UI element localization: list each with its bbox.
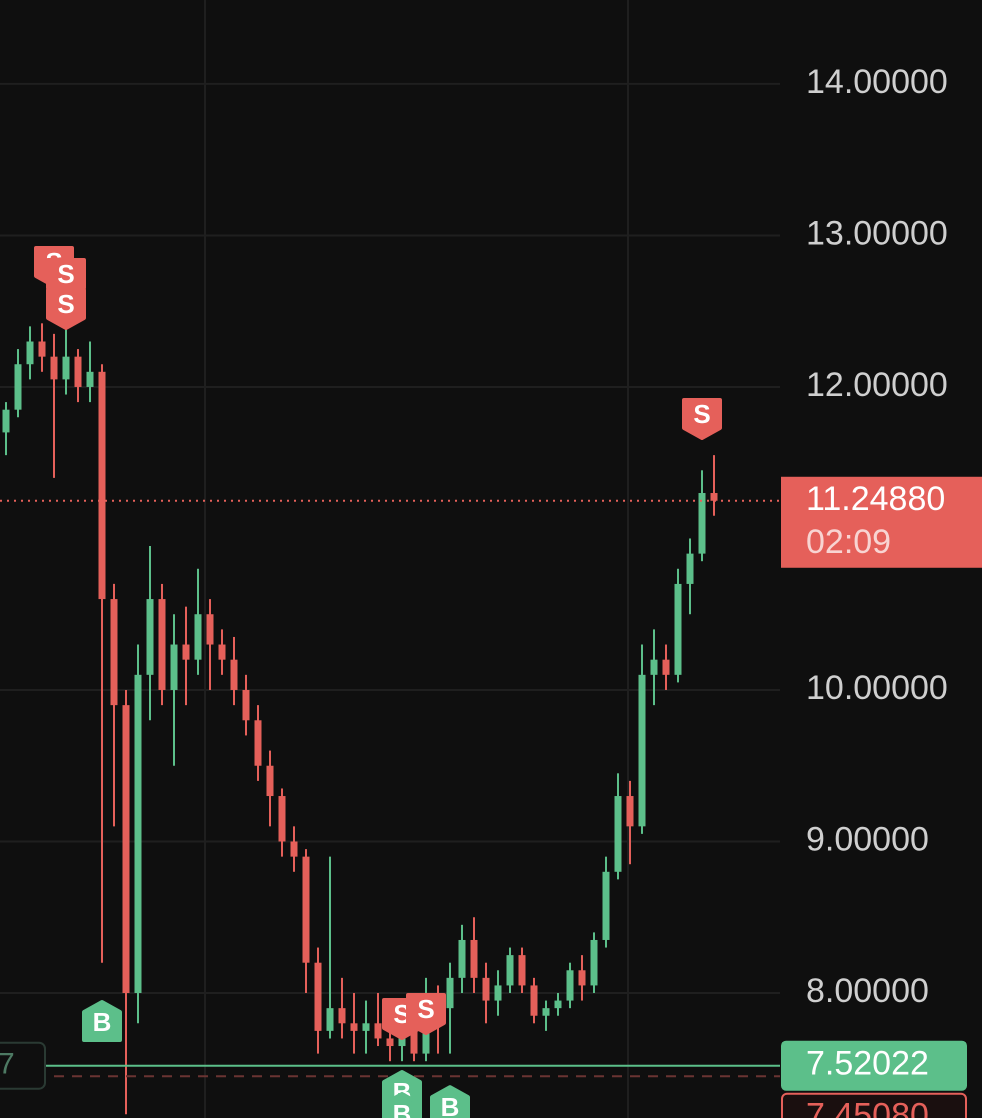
candle-body (506, 955, 514, 986)
candle-body (278, 796, 286, 842)
y-tick-label: 8.00000 (806, 972, 929, 1010)
candle-body (674, 583, 682, 675)
level-box (781, 1040, 967, 1091)
candle-body (230, 659, 238, 690)
candle-body (266, 765, 274, 797)
candle-body (590, 939, 598, 986)
candle-body (518, 955, 526, 986)
plot: 7SSSSSSBBBB (0, 246, 780, 1118)
signal-marker (46, 287, 86, 330)
candle-body (326, 1008, 334, 1031)
signal-marker (82, 999, 122, 1042)
candle-body (446, 977, 454, 1009)
signal-label: S (693, 399, 710, 429)
candle-body (146, 599, 154, 675)
signal-label: B (441, 1092, 460, 1118)
candle-body (110, 599, 118, 706)
candle-body (194, 614, 202, 660)
candle-body (374, 1023, 382, 1039)
signal-label: S (57, 289, 74, 319)
candle-body (206, 614, 214, 645)
candle-body (686, 553, 694, 584)
signal-marker (406, 992, 446, 1035)
grid (0, 82, 780, 995)
candle-body (386, 1038, 394, 1047)
y-tick-label: 12.00000 (806, 366, 948, 404)
signal-marker (382, 1091, 422, 1118)
candle-body (578, 970, 586, 986)
level-box (781, 1092, 967, 1118)
candle-body (242, 689, 250, 721)
signal-label: S (417, 994, 434, 1024)
candle-body (662, 659, 670, 675)
signal-marker (682, 397, 722, 440)
candle-body (482, 977, 490, 1001)
candle-body (314, 962, 322, 1031)
cut-label-box (0, 1041, 46, 1090)
candle-body (182, 644, 190, 660)
price-axis: 14.00000 13.00000 12.00000 10.00000 9.00000 8… (781, 63, 982, 1118)
candle-body (698, 493, 706, 554)
candle-body (302, 856, 310, 963)
candle-body (626, 796, 634, 827)
candle-body (50, 356, 58, 380)
candle-body (98, 371, 106, 600)
level-label: 7.52022 (806, 1045, 929, 1083)
candle-body (338, 1008, 346, 1024)
candle-body (494, 985, 502, 1001)
signal-label: B (393, 1099, 412, 1118)
candle-body (2, 409, 10, 433)
candle-body (86, 371, 94, 387)
candle-body (158, 599, 166, 690)
candle-body (542, 1008, 550, 1016)
level-label: 7.45080 (806, 1097, 929, 1118)
candle-body (566, 970, 574, 1001)
candle-body (638, 674, 646, 827)
y-tick-label: 9.00000 (806, 820, 929, 858)
candle-body (410, 1030, 418, 1054)
candle-body (14, 364, 22, 410)
candle-body (254, 720, 262, 766)
candle-body (350, 1023, 358, 1031)
candle-body (122, 705, 130, 994)
cut-label: 7 (0, 1048, 15, 1081)
candle-body (458, 939, 466, 978)
candle-body (290, 841, 298, 857)
candle-body (710, 493, 718, 501)
signal-label: S (57, 259, 74, 289)
candle-body (362, 1023, 370, 1031)
candle-body (218, 644, 226, 660)
y-tick-label: 13.00000 (806, 214, 948, 252)
candle-body (650, 659, 658, 675)
candle-body (602, 871, 610, 940)
candle-body (614, 796, 622, 872)
signal-marker (430, 1085, 470, 1118)
candle-body (74, 356, 82, 387)
signal-label: B (93, 1007, 112, 1037)
candle-body (26, 341, 34, 365)
candle-body (530, 985, 538, 1016)
last-price-label: 11.24880 (806, 480, 945, 518)
candle-body (38, 341, 46, 357)
candle-body (170, 644, 178, 690)
countdown-label: 02:09 (806, 523, 891, 561)
last-price-box (781, 476, 982, 568)
candle-body (470, 939, 478, 978)
candle-body (554, 1000, 562, 1009)
y-tick-label: 14.00000 (806, 63, 948, 101)
candle-body (134, 674, 142, 994)
candle-body (62, 356, 70, 380)
y-tick-label: 10.00000 (806, 669, 948, 707)
